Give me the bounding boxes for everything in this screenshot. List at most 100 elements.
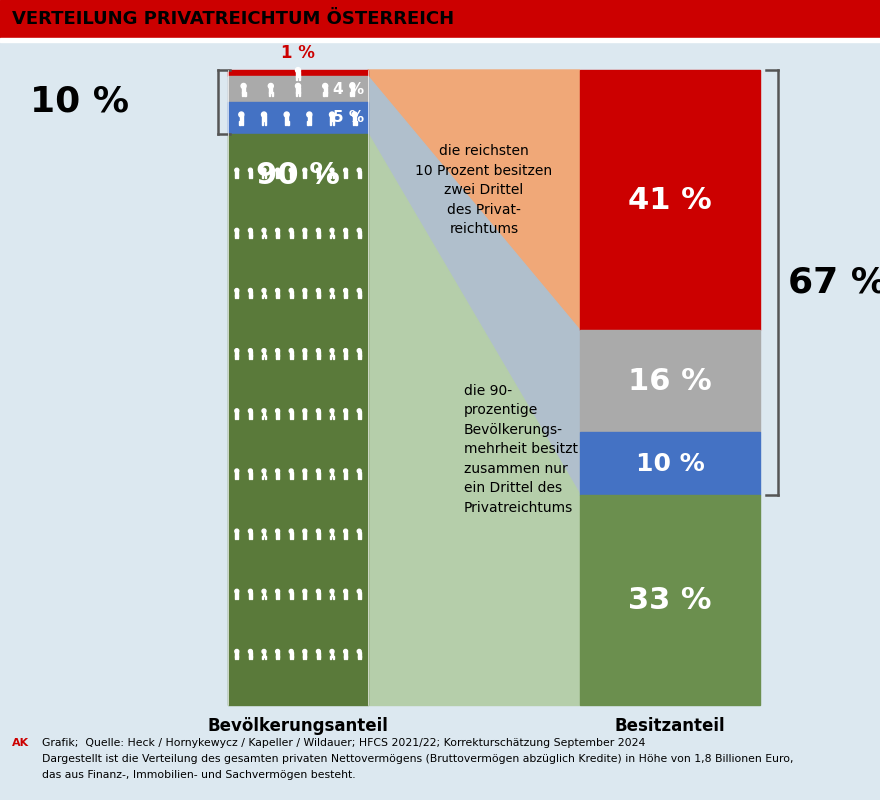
Bar [358, 652, 361, 657]
Bar [249, 355, 250, 358]
Bar [304, 351, 306, 356]
Bar [262, 592, 266, 597]
Bar [292, 476, 293, 479]
Bar [265, 596, 266, 599]
Bar [262, 231, 266, 235]
Circle shape [357, 409, 361, 413]
Bar [319, 656, 320, 659]
Bar [278, 656, 279, 659]
Circle shape [303, 469, 307, 473]
Bar [249, 175, 250, 178]
Circle shape [290, 168, 293, 172]
Bar [262, 476, 263, 479]
Bar [346, 175, 347, 178]
Bar [278, 416, 279, 418]
Bar [292, 175, 293, 178]
Bar [276, 411, 279, 416]
Bar [292, 656, 293, 659]
Bar [292, 536, 293, 539]
Circle shape [262, 349, 266, 353]
Bar [262, 652, 266, 657]
Circle shape [330, 529, 334, 533]
Circle shape [248, 289, 253, 293]
Circle shape [303, 349, 307, 353]
Circle shape [330, 650, 334, 654]
Circle shape [350, 83, 355, 89]
Bar [251, 656, 252, 659]
Bar [290, 411, 292, 416]
Bar [239, 121, 240, 125]
Bar [326, 92, 327, 96]
Bar [331, 652, 334, 657]
Bar [331, 355, 332, 358]
Circle shape [357, 168, 361, 172]
Circle shape [357, 650, 361, 654]
Bar [344, 476, 345, 479]
Circle shape [248, 228, 253, 232]
Bar [317, 175, 318, 178]
Bar [0, 0, 880, 38]
Bar [236, 471, 238, 476]
Bar [330, 121, 331, 125]
Bar [358, 170, 361, 175]
Bar [235, 536, 236, 539]
Bar [305, 355, 306, 358]
Text: 1 %: 1 % [281, 44, 315, 62]
Bar [272, 92, 273, 96]
Bar [358, 231, 361, 235]
Text: 90 %: 90 % [256, 162, 340, 190]
Bar [346, 476, 347, 479]
Bar [236, 652, 238, 657]
Bar [331, 536, 332, 539]
Circle shape [235, 228, 238, 232]
Bar [331, 351, 334, 356]
Text: das aus Finanz-, Immobilien- und Sachvermögen besteht.: das aus Finanz-, Immobilien- und Sachver… [42, 770, 356, 780]
Bar [305, 235, 306, 238]
Bar [262, 121, 263, 125]
Bar [307, 121, 309, 125]
Bar [290, 592, 292, 597]
Bar [346, 596, 347, 599]
Bar [298, 92, 300, 96]
Bar [278, 596, 279, 599]
Bar [331, 656, 332, 659]
Bar [298, 76, 300, 80]
Bar [262, 656, 263, 659]
Bar [251, 416, 252, 418]
Circle shape [317, 650, 320, 654]
Bar [357, 355, 359, 358]
Bar [228, 70, 368, 76]
Bar [346, 656, 347, 659]
Text: 16 %: 16 % [628, 366, 712, 396]
Bar [344, 471, 347, 476]
Circle shape [241, 83, 246, 89]
Circle shape [343, 469, 348, 473]
Circle shape [303, 590, 307, 594]
Circle shape [290, 469, 293, 473]
Bar [249, 231, 252, 235]
Circle shape [317, 409, 320, 413]
Bar [360, 536, 361, 539]
Bar [249, 291, 252, 296]
Circle shape [343, 349, 348, 353]
Circle shape [330, 349, 334, 353]
Bar [262, 295, 263, 298]
Bar [333, 596, 334, 599]
Bar [357, 295, 359, 298]
Bar [262, 411, 266, 416]
Bar [317, 596, 318, 599]
Circle shape [303, 289, 307, 293]
Text: Bevölkerungsanteil: Bevölkerungsanteil [208, 717, 388, 735]
Bar [580, 70, 760, 330]
Circle shape [235, 349, 238, 353]
Bar [290, 170, 292, 175]
Bar [317, 476, 318, 479]
Circle shape [284, 112, 290, 117]
Bar [360, 295, 361, 298]
Circle shape [357, 228, 361, 232]
Bar [290, 652, 292, 657]
Bar [319, 175, 320, 178]
Bar [276, 471, 279, 476]
Bar [249, 532, 252, 536]
Text: 67 %: 67 % [788, 266, 880, 300]
